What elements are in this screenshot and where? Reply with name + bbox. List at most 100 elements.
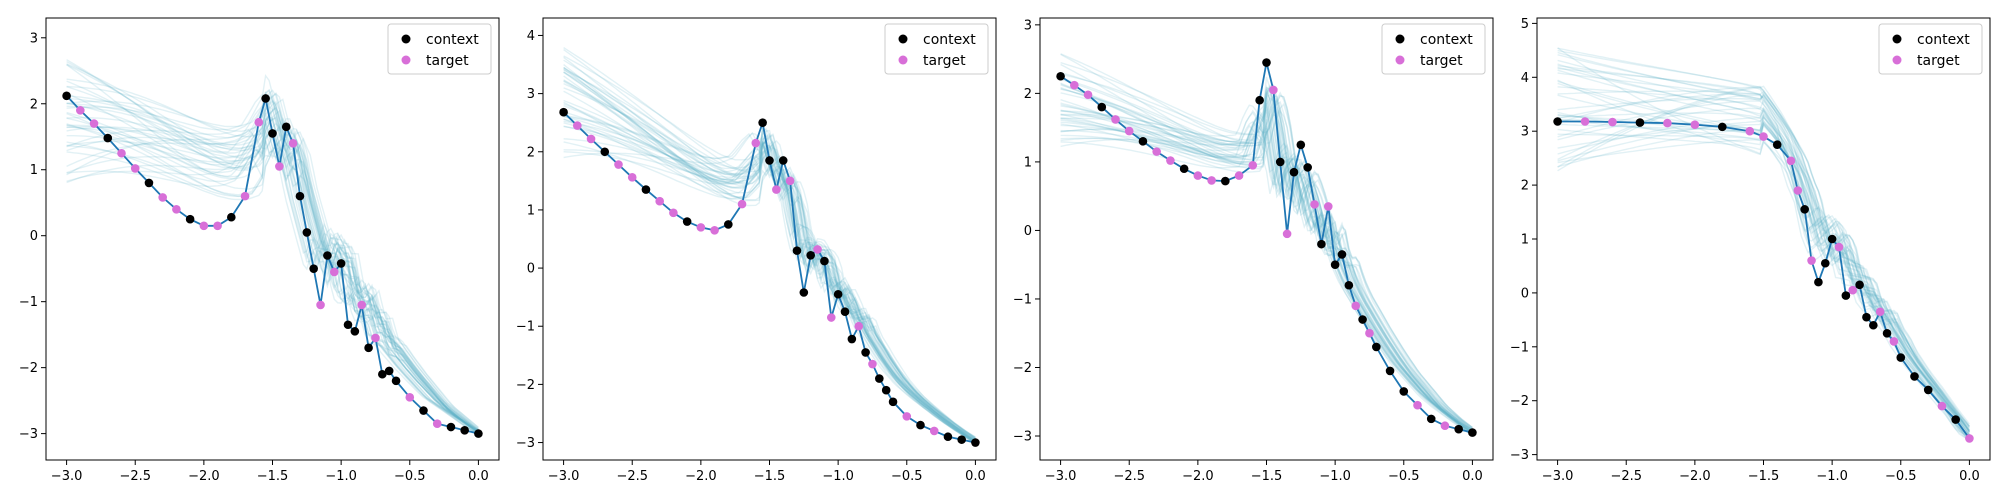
y-tick-label: −2 [19,361,38,376]
x-tick-label: 0.0 [1959,469,1980,484]
target-point [432,419,442,429]
context-point [1255,95,1264,105]
y-tick-label: −1 [516,320,535,335]
y-tick-label: 2 [30,97,38,112]
target-point [1269,85,1278,95]
sample-curve [563,132,976,443]
x-tick-label: 0.0 [468,469,489,484]
sample-curve [563,66,976,444]
context-point [1358,315,1367,324]
sample-curve [66,93,479,435]
sample-curve [563,140,976,442]
context-point [419,406,428,415]
sample-curve [563,68,976,438]
y-tick-label: 1 [1024,155,1032,170]
x-tick-label: −0.5 [891,469,923,484]
sample-curve [1060,98,1473,434]
legend-target-marker [1892,55,1902,65]
sample-curve [1060,84,1473,433]
y-tick-label: 1 [527,203,535,218]
context-point [185,214,195,224]
x-tick-label: −2.0 [1679,469,1711,484]
context-point [1372,342,1381,352]
sample-curve [563,75,976,442]
context-point [343,320,353,330]
sample-curve [1060,86,1473,429]
context-point [1337,250,1347,259]
target-point [902,412,912,421]
sample-curve [1557,47,1970,442]
context-point [778,156,788,165]
y-tick-label: 2 [1521,179,1529,194]
context-point [840,307,850,316]
context-point [806,250,815,260]
sample-curve [563,59,976,441]
target-point [1875,307,1885,317]
sample-curve [563,125,976,440]
target-point [627,173,637,182]
sample-curve [563,118,976,444]
sample-curve [1060,100,1473,431]
sample-curve [1060,87,1473,437]
target-point [76,106,85,115]
sample-curve [1557,100,1970,434]
x-tick-label: −1.5 [257,469,289,484]
sample-curve [66,115,479,435]
target-point [1759,132,1768,141]
legend-context-label: context [923,32,976,48]
context-point [1296,140,1306,150]
sample-curve [1557,85,1970,433]
target-point [1690,120,1700,130]
prediction-line [1557,120,1971,439]
target-point [1193,171,1203,180]
sample-curve [66,73,479,432]
target-point [275,162,284,171]
legend-frame [1381,23,1486,75]
sample-curve [66,119,479,436]
sample-curve [66,86,479,433]
sample-curve [1060,99,1473,434]
context-point [957,435,966,444]
legend-target-label: target [1917,53,1960,69]
y-tick-label: −3 [1013,430,1032,445]
y-tick-label: 1 [30,163,38,178]
sample-curve [1557,72,1970,433]
sample-curve [1060,87,1473,429]
sample-curve [1060,77,1473,433]
legend-context-marker [898,34,908,44]
context-point [682,217,692,226]
y-tick-label: −3 [19,427,38,442]
sample-curve [1060,94,1473,429]
context-point [559,107,568,117]
x-tick-label: −2.5 [1610,469,1642,484]
target-point [1834,242,1844,252]
context-point [799,288,809,297]
target-point [1608,117,1617,127]
target-point [1889,337,1899,346]
y-tick-label: 0 [1024,224,1032,239]
target-point [117,148,126,158]
context-point [1262,58,1271,67]
context-point [916,420,925,430]
x-tick-label: −2.0 [188,469,220,484]
target-point [772,185,781,194]
sample-curve [1557,107,1970,439]
y-tick-label: 2 [527,145,535,160]
legend-context-marker [401,34,411,44]
target-point [1248,161,1258,170]
target-point [1793,186,1803,195]
y-tick-label: −1 [1013,292,1032,307]
sample-curve [1557,80,1970,427]
x-tick-label: −2.5 [1113,469,1145,484]
sample-curve [1557,65,1970,439]
sample-curve [563,82,976,444]
target-point [89,119,99,128]
target-point [405,393,415,402]
context-point [350,327,360,336]
sample-curve [1060,104,1473,431]
legend-frame [1878,23,1983,75]
context-point [1056,71,1065,81]
sample-curve [1060,109,1473,435]
sample-curve [563,140,976,443]
